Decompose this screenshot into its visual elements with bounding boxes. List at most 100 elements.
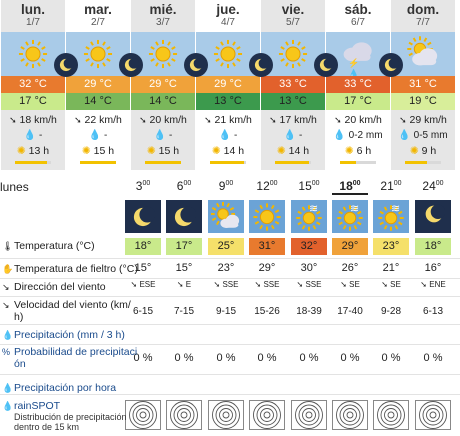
rainspot-grid[interactable] [291, 400, 327, 430]
hour-label[interactable]: 600 [176, 179, 192, 193]
sun-wind-icon: ≋ [291, 200, 327, 233]
feels-like-cell: 16° [424, 262, 442, 274]
day-date: 3/7 [156, 17, 170, 28]
sun-hours: ✺ 9 h [409, 145, 437, 157]
day-column[interactable]: dom. 7/7 31 °C 19 °C ➘ 29 km/h 💧 0-5 mm … [391, 0, 455, 170]
sun-small-icon: ✺ [146, 145, 156, 157]
sun-hours-bar [145, 161, 181, 164]
sun-small-icon: ✺ [16, 145, 26, 157]
raindrop-icon: 💧 [2, 330, 14, 340]
feels-like-cell: 15° [175, 262, 193, 274]
temperature-cell: 18° [415, 238, 451, 255]
raindrop-icon: 💧 [2, 383, 14, 393]
temperature-cell: 32° [291, 238, 327, 255]
wind-speed-row-label: ↘ Velocidad del viento (km/h) [2, 299, 131, 323]
sun-hours: ✺ 14 h [276, 145, 310, 157]
probability-cell: 0 % [216, 352, 236, 364]
hour-label[interactable]: 2400 [422, 179, 444, 193]
precipitation: 💧 - [153, 130, 173, 141]
temperature-cell: 17° [166, 238, 202, 255]
wind-speed-cell: 9-15 [215, 306, 236, 317]
hour-label[interactable]: 900 [218, 179, 234, 193]
raindrop-icon: 💧 [398, 130, 411, 141]
sun-hours: ✺ 14 h [211, 145, 245, 157]
wind-direction-cell: ➘ SE [381, 280, 401, 289]
wind-speed-cell: 18-39 [296, 306, 322, 317]
wind-arrow-icon: ➘ [269, 115, 277, 125]
wind-arrow-icon: ➘ [176, 280, 184, 289]
sun-hours-bar [405, 161, 441, 164]
arrow-icon: ↘ [2, 300, 10, 310]
day-date: 6/7 [351, 17, 365, 28]
night-moon-icon [249, 53, 273, 77]
hour-label[interactable]: 1200 [256, 179, 278, 193]
wind-direction-cell: ➘ E [176, 280, 192, 289]
moon-cloud-icon [415, 200, 451, 233]
probability-row-label: % Probabilidad de precipitaci ón [2, 346, 138, 370]
wind-direction-cell: ➘ SSE [254, 280, 280, 289]
min-temperature: 17 °C [326, 93, 390, 110]
hour-label[interactable]: 1500 [298, 179, 320, 193]
wind-speed-cell: 9-28 [380, 306, 401, 317]
max-temperature: 32 °C [1, 76, 65, 93]
rainspot-grid[interactable] [125, 400, 161, 430]
row-separator [0, 344, 460, 345]
day-name: sáb. [344, 2, 372, 17]
sun-hours: ✺ 6 h [344, 145, 372, 157]
rainspot-grid[interactable] [373, 400, 409, 430]
sun-small-icon: ✺ [409, 145, 419, 157]
sun-hours-bar [210, 161, 246, 164]
probability-cell: 0 % [299, 352, 319, 364]
hour-label[interactable]: 300 [135, 179, 151, 193]
probability-cell: 0 % [257, 352, 277, 364]
rainspot-row-label: 💧rainSPOT Distribución de precipitación de… [2, 400, 127, 432]
night-moon-icon [119, 53, 143, 77]
sun-hours-bar [80, 161, 116, 164]
min-temperature: 13 °C [261, 93, 325, 110]
day-name: vie. [281, 2, 305, 17]
sun-hours: ✺ 15 h [81, 145, 115, 157]
day-column[interactable]: lun. 1/7 32 °C 17 °C ➘ 18 km/h 💧 - ✺ 13 … [1, 0, 65, 170]
feels-like-cell: 26° [341, 262, 359, 274]
min-temperature: 14 °C [131, 93, 195, 110]
rainspot-grid[interactable] [166, 400, 202, 430]
precipitation: 💧 - [23, 130, 43, 141]
row-separator [0, 374, 460, 375]
temperature-cell: 25° [208, 238, 244, 255]
day-column[interactable]: vie. 5/7 33 °C 13 °C ➘ 17 km/h 💧 - ✺ 14 … [261, 0, 325, 170]
rainspot-grid[interactable] [332, 400, 368, 430]
min-temperature: 14 °C [66, 93, 130, 110]
sun-small-icon: ✺ [81, 145, 91, 157]
raindrop-icon: 💧 [88, 130, 102, 141]
night-moon-icon [184, 53, 208, 77]
sun-small-icon: ✺ [276, 145, 286, 157]
arrow-icon: ↘ [2, 282, 10, 292]
wind-arrow-icon: ➘ [204, 115, 212, 125]
wind-direction-cell: ➘ SSE [296, 280, 322, 289]
hour-label[interactable]: 2100 [380, 179, 402, 193]
raindrop-icon: 💧 [218, 130, 232, 141]
rainspot-grid[interactable] [415, 400, 451, 430]
sun-icon [249, 200, 285, 233]
precipitation: 💧 - [283, 130, 303, 141]
day-column[interactable]: mar. 2/7 29 °C 14 °C ➘ 22 km/h 💧 - ✺ 15 … [66, 0, 130, 170]
sun-hours-bar [15, 161, 51, 164]
rainspot-grid[interactable] [208, 400, 244, 430]
wind-speed: ➘ 17 km/h [269, 114, 317, 126]
wind-speed: ➘ 29 km/h [399, 114, 447, 126]
day-column[interactable]: jue. 4/7 29 °C 13 °C ➘ 21 km/h 💧 - ✺ 14 … [196, 0, 260, 170]
raindrop-icon: 💧 [283, 130, 297, 141]
wind-arrow-icon: ➘ [139, 115, 147, 125]
rain-cloud-icon [391, 32, 455, 76]
wind-arrow-icon: ➘ [381, 280, 388, 289]
hour-label[interactable]: 1800 [332, 179, 368, 195]
feels-like-cell: 15° [134, 262, 152, 274]
day-column[interactable]: sáb. 6/7 ⚡💧 33 °C 17 °C ➘ 20 km/h 💧 0-2 … [326, 0, 390, 170]
wind-speed-cell: 15-26 [254, 306, 280, 317]
day-date: 1/7 [26, 17, 40, 28]
day-column[interactable]: mié. 3/7 29 °C 14 °C ➘ 20 km/h 💧 - ✺ 15 … [131, 0, 195, 170]
hourly-precipitation-link[interactable]: 💧Precipitación por hora [2, 382, 117, 394]
wind-arrow-icon: ➘ [130, 280, 138, 289]
rainspot-grid[interactable] [249, 400, 285, 430]
row-separator [0, 258, 460, 259]
